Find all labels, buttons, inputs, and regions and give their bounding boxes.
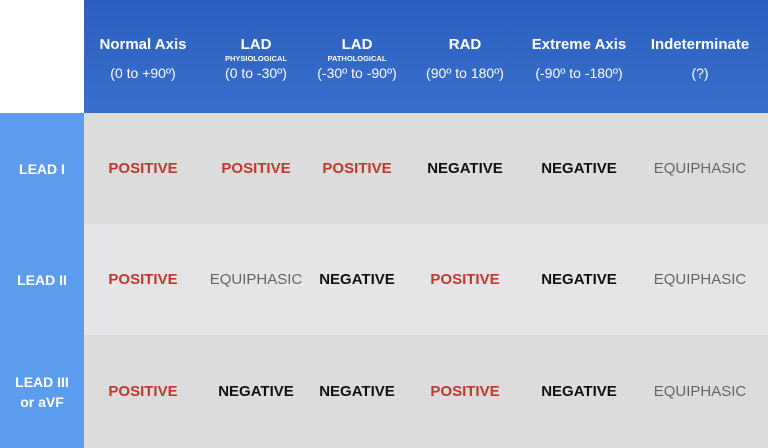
column-subtitle: PATHOLOGICAL bbox=[327, 54, 387, 63]
cell: POSITIVE bbox=[430, 271, 500, 288]
column-range: (0 to +90º) bbox=[110, 65, 176, 81]
cell: NEGATIVE bbox=[218, 383, 294, 400]
cell: POSITIVE bbox=[108, 271, 178, 288]
column-subtitle: PHYSIOLOGICAL bbox=[224, 54, 288, 63]
column-header: LAD PHYSIOLOGICAL (0 to -30º) bbox=[200, 0, 312, 113]
column-range: (90º to 180º) bbox=[426, 65, 504, 81]
cell: POSITIVE bbox=[108, 383, 178, 400]
column-title: Indeterminate bbox=[650, 36, 750, 53]
column-header: LAD PATHOLOGICAL (-30º to -90º) bbox=[301, 0, 413, 113]
column-title: RAD bbox=[448, 36, 482, 53]
cell: NEGATIVE bbox=[541, 160, 617, 177]
cell: POSITIVE bbox=[221, 160, 291, 177]
cell: NEGATIVE bbox=[319, 271, 395, 288]
column-range: (-90º to -180º) bbox=[535, 65, 623, 81]
cell: POSITIVE bbox=[430, 383, 500, 400]
cell: NEGATIVE bbox=[541, 271, 617, 288]
row-label: LEAD I bbox=[19, 160, 65, 177]
column-header: Extreme Axis (-90º to -180º) bbox=[523, 0, 635, 113]
row-label: LEAD III or aVF bbox=[15, 373, 69, 410]
column-header: Normal Axis (0 to +90º) bbox=[87, 0, 199, 113]
cell: NEGATIVE bbox=[541, 383, 617, 400]
row-label: LEAD II bbox=[17, 271, 67, 288]
column-title: Extreme Axis bbox=[531, 36, 627, 53]
row-background bbox=[84, 335, 768, 448]
column-range: (-30º to -90º) bbox=[317, 65, 397, 81]
column-range: (0 to -30º) bbox=[225, 65, 287, 81]
cell: EQUIPHASIC bbox=[653, 271, 747, 288]
row-background bbox=[84, 113, 768, 224]
column-header: RAD (90º to 180º) bbox=[409, 0, 521, 113]
cell: EQUIPHASIC bbox=[209, 271, 303, 288]
column-range: (?) bbox=[691, 65, 709, 81]
column-header: Indeterminate (?) bbox=[644, 0, 756, 113]
column-title: LAD bbox=[240, 36, 272, 53]
cell: NEGATIVE bbox=[427, 160, 503, 177]
cell: EQUIPHASIC bbox=[653, 160, 747, 177]
row-label-band bbox=[0, 113, 84, 448]
header-band bbox=[84, 0, 768, 113]
row-background bbox=[84, 224, 768, 335]
column-title: Normal Axis bbox=[99, 36, 187, 53]
cell: POSITIVE bbox=[322, 160, 392, 177]
cell: POSITIVE bbox=[108, 160, 178, 177]
cell: NEGATIVE bbox=[319, 383, 395, 400]
column-title: LAD bbox=[341, 36, 373, 53]
cell: EQUIPHASIC bbox=[653, 383, 747, 400]
